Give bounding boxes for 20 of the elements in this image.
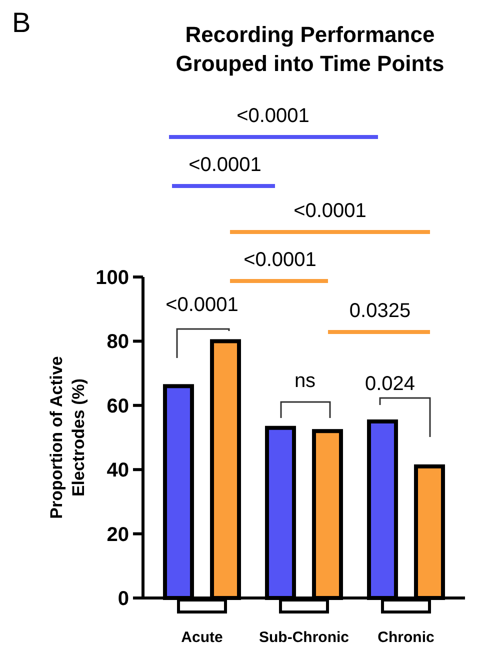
y-tick-label: 40	[106, 460, 129, 482]
annotation: 0.024	[364, 373, 416, 395]
chart-title: Recording Performance Grouped into Time Points	[176, 22, 444, 76]
y-tick-label: 80	[106, 331, 129, 354]
y-tick-label: 0	[118, 588, 129, 610]
y-axis-title: Proportion of Active Electrodes (%)	[47, 356, 88, 519]
y-tick-label: 20	[106, 524, 129, 546]
annotation: ns	[294, 370, 316, 392]
x-tick-label: Chronic	[378, 629, 434, 646]
text: <0.0001	[294, 200, 366, 222]
text: <0.0001	[244, 249, 316, 271]
x-tick-label: Sub-Chronic	[259, 629, 349, 646]
text: <0.0001	[236, 105, 310, 127]
y-tick-label: 100	[96, 267, 129, 289]
annotation: 0.0325	[349, 300, 411, 322]
x-tick-label: Acute	[181, 629, 223, 646]
text: <0.0001	[188, 154, 262, 176]
text: B	[12, 7, 31, 38]
y-tick-label: 60	[106, 395, 129, 418]
annotation: <0.0001	[166, 294, 238, 316]
